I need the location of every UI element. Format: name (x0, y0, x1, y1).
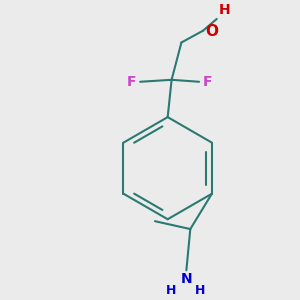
Text: H: H (195, 284, 205, 297)
Text: F: F (203, 75, 212, 89)
Text: F: F (127, 75, 136, 89)
Text: H: H (166, 284, 176, 297)
Text: H: H (219, 3, 230, 17)
Text: O: O (205, 24, 218, 39)
Text: N: N (181, 272, 192, 286)
